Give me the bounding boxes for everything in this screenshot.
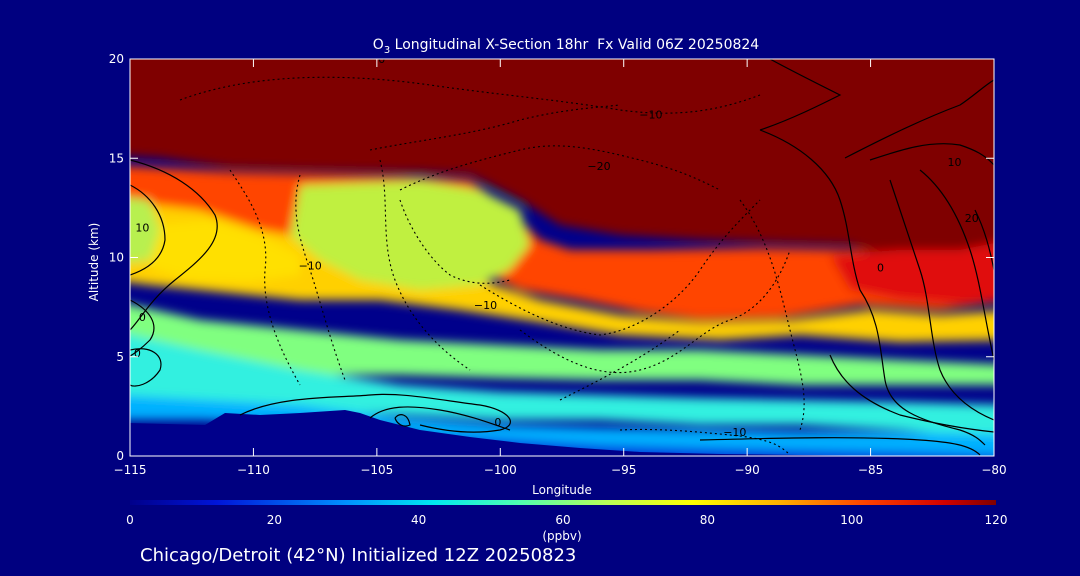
x-tick-label: −90 (734, 463, 759, 477)
y-tick-label: 15 (109, 151, 124, 165)
y-axis-title: Altitude (km) (87, 223, 101, 302)
contour-value-label: −10 (474, 299, 497, 312)
colorbar-unit-label: (ppbv) (542, 529, 581, 543)
colorbar-tick-label: 40 (411, 513, 426, 527)
contour-value-label: 20 (965, 212, 979, 225)
contour-value-label: −10 (299, 259, 322, 272)
y-tick-label: 0 (116, 449, 124, 463)
colorbar-tick-label: 60 (555, 513, 570, 527)
contour-value-label: 0 (494, 416, 501, 429)
chart-title-main: O (373, 37, 384, 53)
chart-title: O3 Longitudinal X-Section 18hr Fx Valid … (373, 37, 759, 56)
colorbar-ticks: 0 20 40 60 80 100 120 (126, 513, 1007, 527)
x-tick-label: −95 (611, 463, 636, 477)
field-band-lime-west (130, 197, 160, 263)
contour-dotted-mid-f (519, 249, 791, 374)
contour-value-label: 0 (378, 53, 385, 66)
y-tick-label: 10 (109, 251, 124, 265)
contour-solid-east-b (844, 79, 994, 159)
field-band-high-stratosphere (130, 59, 994, 270)
x-tick-label: −85 (858, 463, 883, 477)
contour-solid-east-a (759, 59, 842, 131)
contour-solid-surface-c (394, 414, 411, 427)
chart-title-subscript: 3 (384, 45, 390, 56)
field-band-lime (290, 180, 530, 290)
colorbar-tick-label: 80 (700, 513, 715, 527)
contour-solid-east-g (974, 209, 994, 271)
contour-labels: 0 −10 −20 10 −10 0 0 −10 0 −10 10 0 20 (134, 53, 979, 439)
contour-dotted-mid-e (479, 199, 761, 336)
terrain-mask (130, 410, 900, 456)
x-tick-label: −100 (484, 463, 517, 477)
contour-dotted-low-b (619, 428, 791, 456)
x-tick-label: −80 (981, 463, 1006, 477)
contour-solid-surface-b (369, 406, 511, 431)
contour-solid-east-c (759, 129, 986, 446)
contour-solid-east-d (869, 143, 994, 166)
colorbar-tick-label: 0 (126, 513, 134, 527)
field-band-yellow-west (150, 220, 300, 282)
contour-dotted-low-c (739, 199, 805, 431)
contour-value-label: 0 (877, 261, 884, 274)
colorbar (130, 500, 996, 505)
contour-solid-west-d (130, 299, 155, 357)
contour-dotted-mid-b (295, 174, 346, 381)
contour-value-label: 0 (139, 311, 146, 324)
contour-value-label: −10 (639, 109, 662, 122)
contour-solid-east-f (919, 169, 994, 361)
contour-solid-lower-east (829, 354, 994, 433)
field-band-green (130, 304, 994, 385)
chart-title-rest: Longitudinal X-Section 18hr Fx Valid 06Z… (390, 37, 759, 53)
contour-solid-east-low-b (699, 437, 981, 456)
x-tick-label: −105 (360, 463, 393, 477)
x-axis-title: Longitude (532, 483, 592, 497)
contour-solid-west-a (130, 159, 218, 331)
contour-value-label: 10 (135, 222, 149, 235)
x-axis: −115 −110 −105 −100 −95 −90 −85 −80 (114, 59, 1007, 477)
contour-lines (130, 59, 994, 456)
contour-dotted-lines (179, 76, 805, 456)
colorbar-tick-label: 100 (840, 513, 863, 527)
contour-value-label: −10 (723, 426, 746, 439)
x-tick-label: −115 (114, 463, 147, 477)
field-band-cyan (130, 334, 994, 439)
field-band-red-east (830, 243, 994, 305)
y-tick-label: 20 (109, 52, 124, 66)
colorbar-tick-label: 120 (985, 513, 1008, 527)
contour-dotted-upper-c (399, 145, 721, 191)
contour-solid-west-c (130, 348, 162, 387)
contour-dotted-mid-d (379, 159, 471, 371)
contour-value-label: −20 (587, 160, 610, 173)
contour-value-label: 10 (948, 156, 962, 169)
footer-caption: Chicago/Detroit (42°N) Initialized 12Z 2… (140, 545, 576, 566)
contour-value-label: 0 (134, 347, 141, 360)
contour-solid-west-b (130, 184, 166, 276)
contour-solid-east-e (889, 179, 994, 421)
y-tick-label: 5 (116, 350, 124, 364)
contour-solid-surface-a (239, 393, 511, 433)
ozone-field: 0 −10 −20 10 −10 0 0 −10 0 −10 10 0 20 (130, 53, 994, 456)
x-tick-label: −110 (237, 463, 270, 477)
field-band-yellow (130, 202, 994, 342)
colorbar-tick-label: 20 (267, 513, 282, 527)
contour-dotted-mid-c (399, 199, 511, 284)
